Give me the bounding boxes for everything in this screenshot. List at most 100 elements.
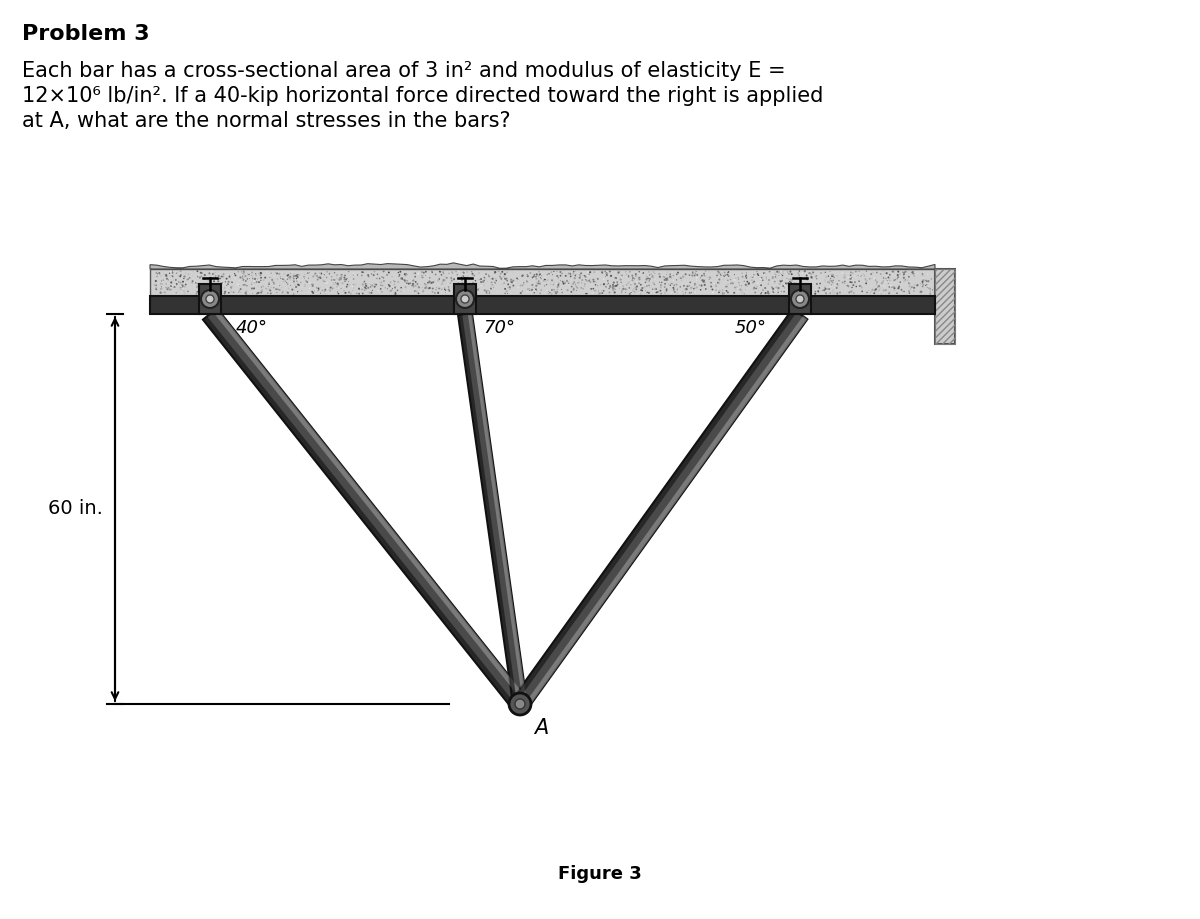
Point — [172, 264, 191, 278]
Point — [920, 282, 940, 297]
Point — [449, 264, 468, 278]
Point — [402, 278, 421, 293]
Point — [743, 269, 762, 284]
Point — [646, 271, 665, 286]
Point — [366, 278, 385, 292]
Point — [436, 276, 455, 290]
Point — [179, 267, 198, 281]
Point — [718, 279, 737, 294]
Point — [301, 277, 320, 291]
Point — [157, 268, 176, 283]
Point — [712, 269, 731, 284]
Point — [230, 284, 250, 299]
Point — [424, 283, 443, 298]
Point — [222, 284, 241, 299]
Point — [580, 267, 599, 282]
Point — [350, 281, 370, 296]
Point — [745, 269, 764, 284]
Point — [146, 266, 166, 280]
Point — [901, 267, 920, 281]
Point — [599, 273, 618, 288]
Point — [374, 277, 394, 291]
Point — [198, 283, 217, 298]
Point — [709, 267, 728, 281]
Point — [325, 276, 344, 290]
Point — [532, 268, 551, 283]
Point — [728, 270, 748, 285]
Point — [688, 267, 707, 282]
Point — [430, 272, 449, 287]
Point — [497, 271, 516, 286]
Point — [476, 271, 496, 286]
Point — [268, 286, 287, 301]
Point — [490, 269, 509, 284]
Point — [800, 278, 820, 292]
Point — [562, 285, 581, 300]
Point — [479, 283, 498, 298]
Point — [780, 284, 799, 299]
Point — [259, 277, 278, 291]
Point — [785, 276, 804, 290]
Point — [230, 278, 250, 293]
Point — [452, 278, 472, 293]
Point — [610, 265, 629, 279]
Point — [463, 267, 482, 281]
Point — [667, 286, 686, 301]
Point — [737, 278, 756, 293]
Point — [211, 286, 230, 301]
Point — [683, 278, 702, 293]
Point — [454, 265, 473, 279]
Point — [311, 270, 330, 285]
Point — [803, 279, 822, 294]
Point — [156, 277, 175, 291]
Point — [436, 282, 455, 297]
Point — [685, 265, 704, 279]
Point — [498, 286, 517, 301]
Point — [618, 276, 637, 290]
Point — [306, 267, 325, 281]
Point — [656, 271, 676, 286]
Point — [204, 274, 223, 289]
Point — [280, 281, 299, 296]
Point — [841, 270, 860, 285]
Point — [852, 280, 871, 295]
Point — [912, 280, 931, 295]
Point — [607, 267, 626, 282]
Point — [630, 265, 649, 279]
Point — [626, 276, 646, 290]
Point — [624, 272, 643, 287]
Point — [269, 282, 288, 297]
Point — [520, 281, 539, 296]
Point — [680, 275, 700, 289]
Point — [707, 268, 726, 283]
Point — [366, 278, 385, 292]
Point — [608, 277, 628, 291]
Point — [323, 281, 342, 296]
Point — [599, 276, 618, 290]
Point — [719, 277, 738, 291]
Point — [595, 267, 614, 281]
Point — [324, 272, 343, 287]
Point — [606, 282, 625, 297]
Point — [754, 273, 773, 288]
Point — [884, 281, 904, 296]
Point — [678, 278, 697, 293]
Point — [757, 271, 776, 286]
Point — [830, 285, 850, 300]
Point — [785, 282, 804, 297]
Point — [157, 282, 176, 297]
Point — [872, 276, 892, 290]
Point — [359, 267, 378, 282]
Point — [709, 285, 728, 300]
Point — [162, 278, 181, 293]
Point — [694, 274, 713, 289]
Point — [187, 275, 206, 289]
Point — [170, 281, 190, 296]
Point — [281, 273, 300, 288]
Point — [824, 278, 844, 293]
Point — [839, 279, 858, 294]
Point — [162, 264, 181, 278]
Point — [877, 268, 896, 283]
Point — [822, 274, 841, 289]
Point — [370, 271, 389, 286]
